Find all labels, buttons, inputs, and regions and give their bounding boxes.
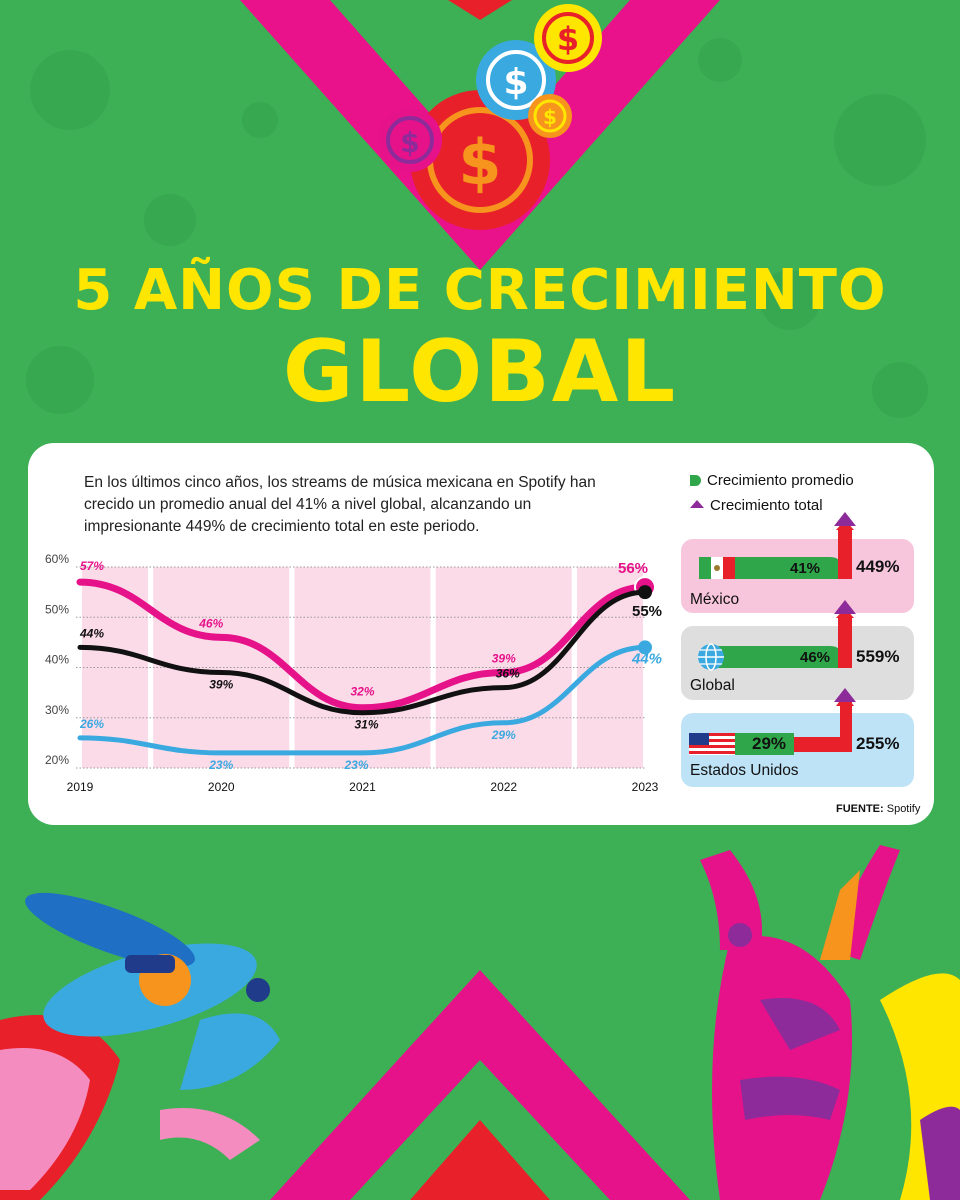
- legend: Crecimiento promedio Crecimiento total: [690, 468, 854, 518]
- data-label: 44%: [631, 650, 662, 667]
- left-alebrije-decoration: [0, 892, 280, 1200]
- mexico-flag-icon: [699, 557, 735, 579]
- mexico-bar-group: [699, 512, 856, 579]
- y-tick-label: 50%: [45, 602, 69, 616]
- line-chart: 20% 30% 40% 50% 60% 2019 2020 2021 2022 2023 57% 46…: [45, 552, 662, 794]
- data-label: 44%: [79, 626, 104, 640]
- growth-bars: [689, 512, 856, 755]
- svg-text:$: $: [400, 126, 419, 159]
- page-title-line2: GLOBAL: [282, 322, 678, 422]
- data-label: 23%: [208, 758, 233, 772]
- source-note: FUENTE: Spotify: [836, 803, 921, 815]
- page-title-line1: 5 AÑOS DE CRECIMIENTO: [73, 258, 887, 323]
- mexico-average-value: 41%: [790, 560, 821, 577]
- right-alebrije-decoration: [700, 845, 960, 1200]
- mexico-total-value: 449%: [856, 557, 900, 576]
- global-total-value: 559%: [856, 647, 900, 666]
- data-label: 26%: [79, 717, 104, 731]
- y-tick-label: 60%: [45, 552, 69, 566]
- y-tick-label: 30%: [45, 703, 69, 717]
- bottom-decoration: [0, 845, 960, 1200]
- series-line-1: [77, 589, 648, 716]
- svg-text:$: $: [458, 126, 501, 199]
- global-label: Global: [690, 677, 735, 694]
- svg-text:$: $: [557, 20, 579, 58]
- data-label: 46%: [198, 616, 223, 630]
- data-label: 32%: [350, 685, 374, 699]
- average-swatch-icon: [690, 475, 701, 486]
- svg-text:$: $: [503, 62, 528, 103]
- data-label: 39%: [209, 678, 233, 692]
- usa-average-value: 29%: [752, 734, 787, 753]
- data-label: 39%: [492, 652, 516, 666]
- total-arrow-icon: [690, 499, 704, 508]
- legend-total: Crecimiento total: [690, 493, 854, 518]
- y-tick-label: 40%: [45, 653, 69, 667]
- data-label: 23%: [343, 758, 368, 772]
- series-line-0: [76, 578, 649, 712]
- description-text: En los últimos cinco años, los streams d…: [84, 474, 596, 535]
- x-tick-label: 2020: [208, 780, 235, 794]
- svg-text:$: $: [543, 105, 557, 129]
- usa-total-value: 255%: [856, 734, 900, 753]
- year-band: [294, 567, 431, 768]
- x-tick-label: 2021: [349, 780, 376, 794]
- global-bar-group: [698, 600, 856, 671]
- usa-flag-icon: [689, 733, 735, 755]
- series-line-2: [77, 644, 648, 756]
- global-average-value: 46%: [800, 649, 831, 666]
- data-label: 57%: [80, 559, 104, 573]
- legend-average: Crecimiento promedio: [690, 468, 854, 493]
- x-tick-label: 2019: [67, 780, 94, 794]
- globe-icon: [698, 643, 724, 671]
- y-tick-label: 20%: [45, 753, 69, 767]
- data-label: 29%: [491, 728, 516, 742]
- data-label: 56%: [618, 560, 648, 577]
- data-label: 55%: [632, 603, 662, 620]
- data-label: 31%: [354, 718, 378, 732]
- series-end-point-1: [638, 585, 652, 600]
- x-tick-label: 2023: [632, 780, 659, 794]
- usa-label: Estados Unidos: [690, 762, 799, 779]
- usa-bar-group: [689, 688, 856, 755]
- x-tick-label: 2022: [490, 780, 517, 794]
- mexico-label: México: [690, 591, 740, 608]
- series-end-point-2: [638, 640, 652, 655]
- dollar-coin-icon: $ $ $ $ $: [378, 4, 602, 230]
- data-label: 36%: [496, 667, 520, 681]
